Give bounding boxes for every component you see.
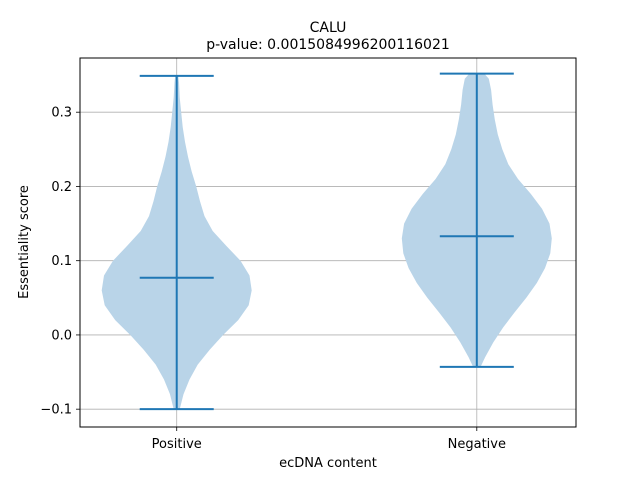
y-tick-label: 0.2 (51, 180, 72, 195)
y-tick-label: 0.0 (51, 328, 72, 343)
chart-title: CALU (310, 20, 347, 36)
y-tick-label: 0.1 (51, 254, 72, 269)
x-tick-label: Positive (152, 437, 202, 452)
y-axis-label: Essentiality score (17, 185, 32, 299)
y-tick-label: −0.1 (40, 403, 72, 418)
violin-stat-lines (139, 72, 514, 411)
x-tick-label: Negative (448, 437, 506, 452)
plot-frame (79, 57, 577, 428)
chart-subtitle: p-value: 0.0015084996200116021 (206, 37, 450, 53)
y-tick-label: 0.3 (51, 106, 72, 121)
axis-ticks: −0.1 0.0 0.1 0.2 0.3 Positive Negative (40, 106, 506, 452)
x-axis-label: ecDNA content (279, 456, 377, 471)
